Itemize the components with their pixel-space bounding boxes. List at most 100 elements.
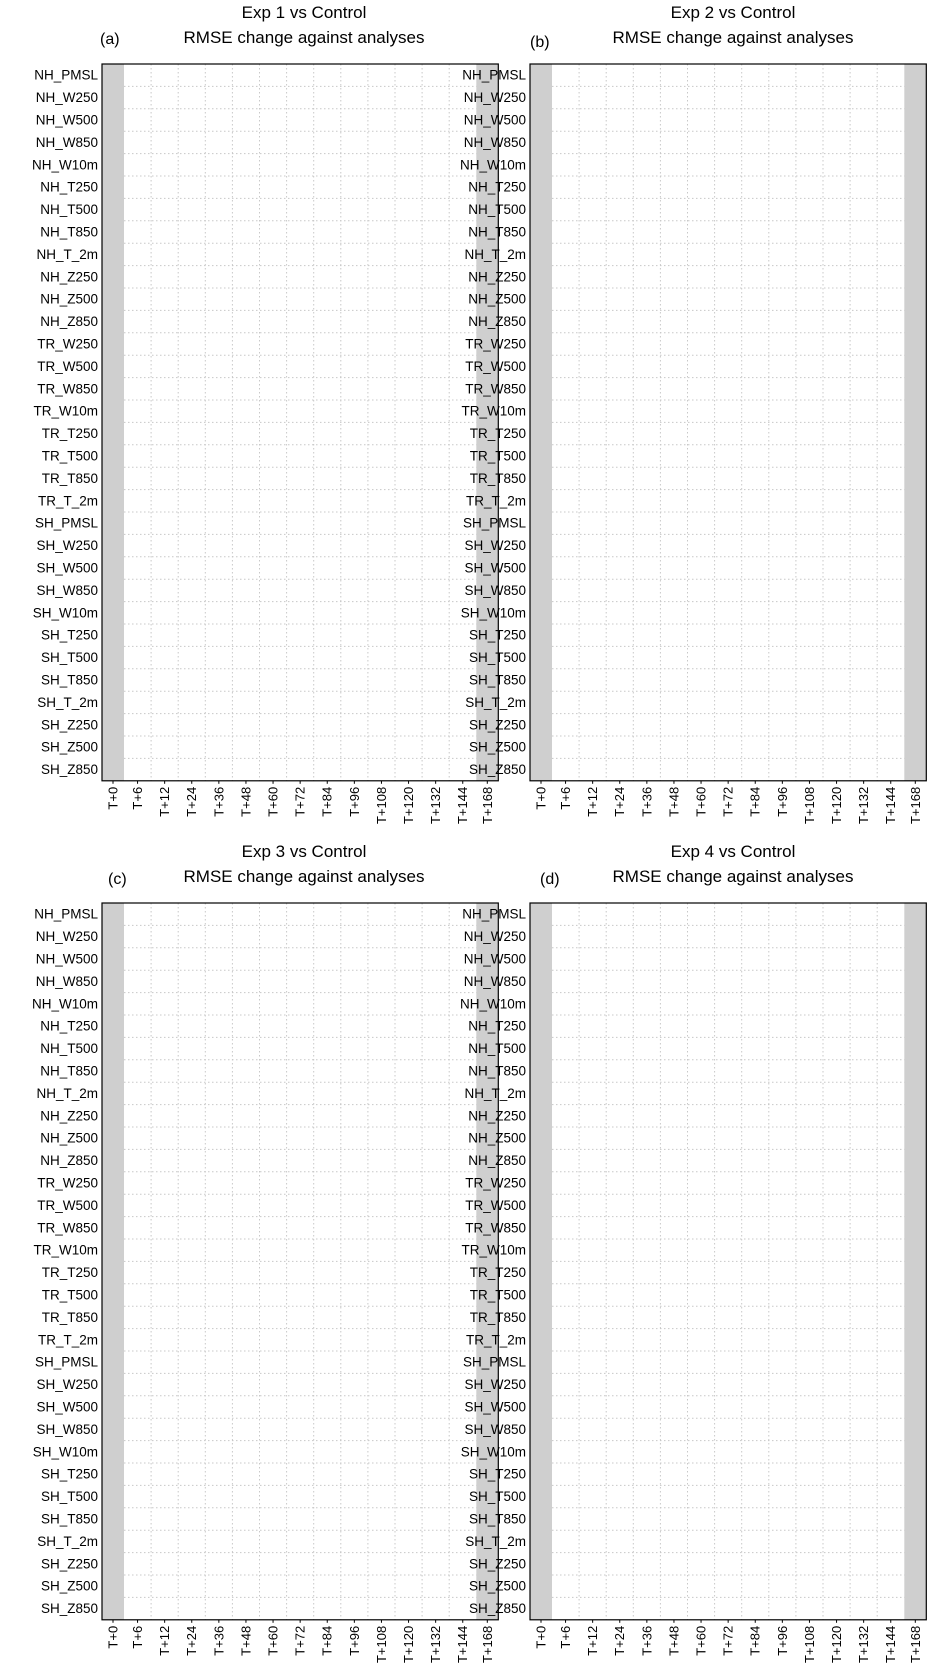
col-label-t-108: T+108 bbox=[802, 787, 817, 824]
edge-column-first bbox=[530, 64, 552, 781]
edge-column-first bbox=[102, 903, 124, 1620]
row-label-nh-t250: NH_T250 bbox=[468, 180, 526, 195]
col-label-t-36: T+36 bbox=[639, 787, 654, 817]
row-label-nh-w250: NH_W250 bbox=[36, 90, 98, 105]
row-label-nh-pmsl: NH_PMSL bbox=[462, 68, 526, 83]
panel-title-line2: RMSE change against analyses bbox=[613, 28, 854, 47]
row-label-nh-w10m: NH_W10m bbox=[32, 157, 98, 172]
col-label-t-168: T+168 bbox=[480, 1626, 495, 1663]
row-label-sh-t250: SH_T250 bbox=[469, 628, 526, 643]
row-label-tr-w10m: TR_W10m bbox=[33, 1243, 98, 1258]
panel-title-line1: Exp 1 vs Control bbox=[242, 3, 367, 22]
row-label-tr-t850: TR_T850 bbox=[470, 471, 526, 486]
row-label-nh-z500: NH_Z500 bbox=[468, 292, 526, 307]
row-label-sh-z250: SH_Z250 bbox=[41, 717, 98, 732]
row-label-sh-z500: SH_Z500 bbox=[469, 740, 526, 755]
row-label-tr-t850: TR_T850 bbox=[42, 471, 98, 486]
col-label-t-96: T+96 bbox=[775, 1626, 790, 1656]
row-label-nh-w850: NH_W850 bbox=[464, 135, 526, 150]
panel-title-line1: Exp 3 vs Control bbox=[242, 842, 367, 861]
row-label-nh-t850: NH_T850 bbox=[468, 225, 526, 240]
row-label-tr-w10m: TR_W10m bbox=[461, 404, 526, 419]
col-label-t-24: T+24 bbox=[184, 1626, 199, 1656]
col-label-t-60: T+60 bbox=[694, 1626, 709, 1656]
row-label-nh-pmsl: NH_PMSL bbox=[462, 907, 526, 922]
row-label-sh-t500: SH_T500 bbox=[469, 650, 526, 665]
col-label-t-12: T+12 bbox=[585, 787, 600, 817]
row-label-nh-t-2m: NH_T_2m bbox=[36, 1086, 98, 1101]
row-label-nh-t850: NH_T850 bbox=[468, 1064, 526, 1079]
col-label-t-12: T+12 bbox=[157, 787, 172, 817]
row-label-tr-t500: TR_T500 bbox=[470, 449, 526, 464]
row-label-sh-w500: SH_W500 bbox=[36, 1400, 98, 1415]
col-label-t-72: T+72 bbox=[721, 1626, 736, 1656]
col-label-t-144: T+144 bbox=[883, 1626, 898, 1663]
row-label-nh-t850: NH_T850 bbox=[40, 225, 98, 240]
row-label-nh-w250: NH_W250 bbox=[464, 90, 526, 105]
panel-d: Exp 4 vs Control RMSE change against anal… bbox=[460, 842, 927, 1663]
col-label-t-0: T+0 bbox=[106, 787, 121, 810]
row-label-sh-w250: SH_W250 bbox=[36, 1377, 98, 1392]
col-label-t-48: T+48 bbox=[666, 787, 681, 817]
edge-column-last bbox=[476, 64, 499, 781]
col-label-t-0: T+0 bbox=[534, 1626, 549, 1649]
panel-label: (c) bbox=[108, 871, 127, 888]
col-label-t-108: T+108 bbox=[374, 1626, 389, 1663]
edge-column-last bbox=[476, 903, 499, 1620]
col-label-t-108: T+108 bbox=[802, 1626, 817, 1663]
edge-column-first bbox=[530, 903, 552, 1620]
row-label-tr-t500: TR_T500 bbox=[470, 1288, 526, 1303]
row-label-tr-t-2m: TR_T_2m bbox=[38, 1332, 98, 1347]
row-label-sh-z250: SH_Z250 bbox=[469, 1556, 526, 1571]
row-label-nh-t500: NH_T500 bbox=[468, 202, 526, 217]
col-label-t-6: T+6 bbox=[130, 787, 145, 810]
row-label-tr-t250: TR_T250 bbox=[470, 426, 526, 441]
col-label-t-168: T+168 bbox=[908, 1626, 923, 1663]
col-label-t-132: T+132 bbox=[428, 1626, 443, 1663]
row-label-sh-t850: SH_T850 bbox=[41, 673, 98, 688]
col-label-t-120: T+120 bbox=[829, 787, 844, 824]
col-label-t-6: T+6 bbox=[558, 787, 573, 810]
edge-column-first bbox=[102, 64, 124, 781]
row-label-tr-t500: TR_T500 bbox=[42, 1288, 98, 1303]
col-label-t-60: T+60 bbox=[694, 787, 709, 817]
row-label-sh-z850: SH_Z850 bbox=[41, 762, 98, 777]
col-label-t-12: T+12 bbox=[585, 1626, 600, 1656]
row-label-sh-w850: SH_W850 bbox=[464, 1422, 526, 1437]
row-label-tr-w500: TR_W500 bbox=[465, 1198, 526, 1213]
row-label-tr-w10m: TR_W10m bbox=[461, 1243, 526, 1258]
panel-label: (b) bbox=[530, 34, 550, 51]
row-label-tr-w500: TR_W500 bbox=[37, 359, 98, 374]
col-label-t-24: T+24 bbox=[612, 787, 627, 817]
row-label-sh-pmsl: SH_PMSL bbox=[35, 1355, 99, 1370]
row-label-sh-w250: SH_W250 bbox=[36, 538, 98, 553]
row-label-tr-w250: TR_W250 bbox=[465, 1176, 526, 1191]
row-label-sh-pmsl: SH_PMSL bbox=[463, 1355, 527, 1370]
row-label-tr-w850: TR_W850 bbox=[37, 381, 98, 396]
row-label-sh-t250: SH_T250 bbox=[41, 1467, 98, 1482]
row-label-nh-t-2m: NH_T_2m bbox=[464, 1086, 526, 1101]
row-label-tr-w850: TR_W850 bbox=[465, 1220, 526, 1235]
row-label-nh-w850: NH_W850 bbox=[36, 974, 98, 989]
row-label-sh-t850: SH_T850 bbox=[469, 673, 526, 688]
row-label-tr-t-2m: TR_T_2m bbox=[38, 493, 98, 508]
row-label-sh-t-2m: SH_T_2m bbox=[37, 695, 98, 710]
row-label-sh-w500: SH_W500 bbox=[464, 561, 526, 576]
row-label-nh-z500: NH_Z500 bbox=[40, 292, 98, 307]
row-label-sh-w850: SH_W850 bbox=[464, 583, 526, 598]
row-label-sh-w10m: SH_W10m bbox=[461, 1444, 526, 1459]
row-label-tr-t250: TR_T250 bbox=[42, 1265, 98, 1280]
panel-title-line2: RMSE change against analyses bbox=[184, 867, 425, 886]
row-label-sh-t500: SH_T500 bbox=[41, 650, 98, 665]
row-label-sh-w10m: SH_W10m bbox=[461, 605, 526, 620]
row-label-nh-t500: NH_T500 bbox=[40, 1041, 98, 1056]
row-label-nh-z850: NH_Z850 bbox=[468, 1153, 526, 1168]
col-label-t-132: T+132 bbox=[856, 1626, 871, 1663]
row-label-tr-t-2m: TR_T_2m bbox=[466, 1332, 526, 1347]
row-label-sh-z500: SH_Z500 bbox=[469, 1579, 526, 1594]
row-label-sh-z500: SH_Z500 bbox=[41, 1579, 98, 1594]
col-label-t-84: T+84 bbox=[320, 787, 335, 817]
col-label-t-120: T+120 bbox=[401, 1626, 416, 1663]
panel-title-line1: Exp 4 vs Control bbox=[671, 842, 796, 861]
col-label-t-144: T+144 bbox=[883, 787, 898, 824]
